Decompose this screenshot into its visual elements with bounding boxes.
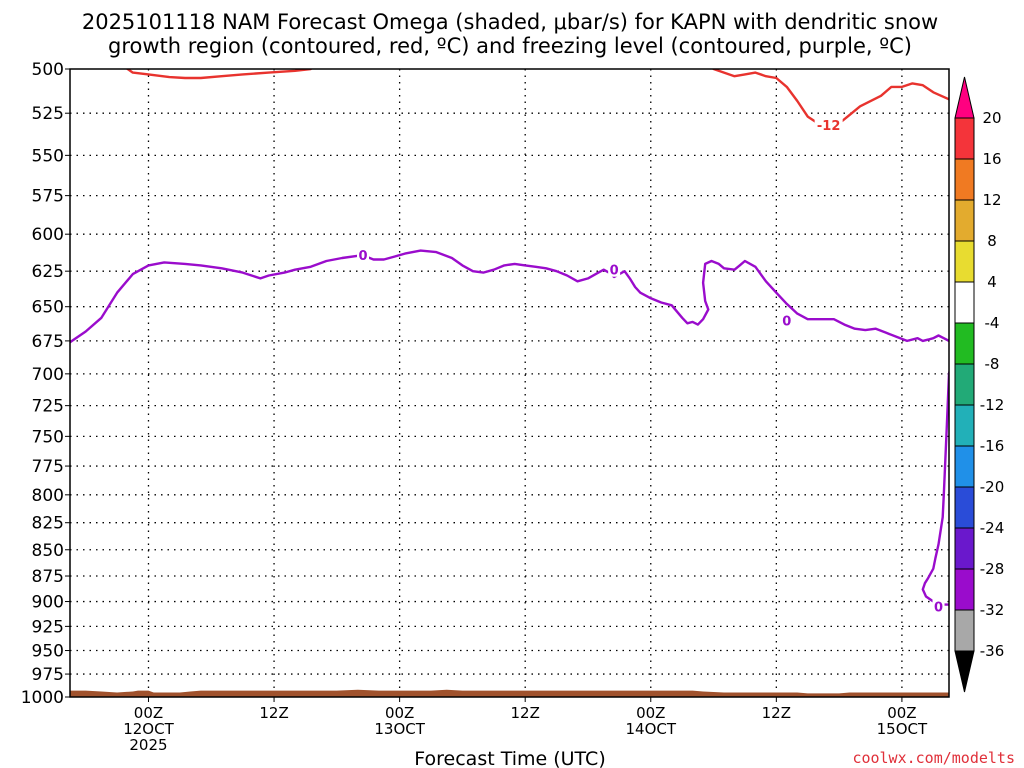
colorbar-bottom-triangle <box>954 650 975 693</box>
colorbar-tick-label: -36 <box>980 642 1005 660</box>
credit-link[interactable]: coolwx.com/modelts <box>852 749 1015 767</box>
contour-label-bg <box>357 247 369 263</box>
colorbar-tick-label: 16 <box>982 150 1001 168</box>
colorbar-tick-label: -20 <box>980 478 1005 496</box>
y-tick-label: 750 <box>32 427 64 447</box>
colorbar-tick-label: 12 <box>982 191 1001 209</box>
colorbar-swatch <box>954 363 975 406</box>
contour-layer <box>70 69 949 606</box>
y-tick-label: 925 <box>32 617 64 637</box>
colorbar-swatch <box>954 568 975 611</box>
contour-line <box>712 69 949 125</box>
colorbar-swatch <box>954 322 975 365</box>
colorbar-swatch <box>954 158 975 201</box>
contour-label: 0 <box>610 264 619 279</box>
x-tick-label: 13OCT <box>374 720 425 738</box>
contour-label-bg <box>932 598 945 614</box>
y-tick-label: 975 <box>32 665 64 685</box>
y-tick-label: 550 <box>32 146 64 166</box>
x-axis-label: Forecast Time (UTC) <box>414 748 605 768</box>
y-tick-label: 625 <box>32 262 64 282</box>
x-tick-label: 2025 <box>129 736 167 754</box>
colorbar-tick-label: -28 <box>980 560 1005 578</box>
x-tick-label: 00Z <box>887 704 916 722</box>
y-tick-label: 825 <box>32 514 64 534</box>
y-tick-label: 800 <box>32 486 64 506</box>
terrain-fill <box>70 689 949 697</box>
colorbar-swatch <box>954 609 975 652</box>
y-tick-label: 725 <box>32 397 64 417</box>
contour-label: 0 <box>782 315 791 330</box>
y-tick-label: 500 <box>32 60 64 80</box>
y-tick-label: 900 <box>32 593 64 613</box>
chart-title-line-2: growth region (contoured, red, ºC) and f… <box>108 34 912 58</box>
colorbar-tick-label: 4 <box>987 273 997 291</box>
colorbar: 20 16 12 8 4 -4 -8 -12 -16 -20 -24 -28 -32 -36 <box>954 76 1005 693</box>
contour-label-layer: -12 0 0 0 0 <box>357 117 945 616</box>
y-tick-label: 600 <box>32 225 64 245</box>
colorbar-top-triangle <box>954 76 975 119</box>
colorbar-tick-label: 20 <box>982 109 1001 127</box>
x-tick-label: 00Z <box>636 704 665 722</box>
colorbar-swatch <box>954 445 975 488</box>
colorbar-tick-label: -4 <box>985 314 1000 332</box>
colorbar-swatch <box>954 527 975 570</box>
y-tick-label: 1000 <box>21 688 64 708</box>
colorbar-swatch <box>954 240 975 283</box>
colorbar-swatch <box>954 404 975 447</box>
y-tick-label: 525 <box>32 104 64 124</box>
y-tick-label: 700 <box>32 365 64 385</box>
x-tick-label: 12Z <box>762 704 791 722</box>
contour-label-bg <box>780 312 793 328</box>
y-tick-label: 775 <box>32 457 64 477</box>
y-tick-label: 850 <box>32 541 64 561</box>
chart-title-line-1: 2025101118 NAM Forecast Omega (shaded, μ… <box>82 10 938 34</box>
colorbar-tick-label: -32 <box>980 601 1005 619</box>
y-tick-label: 575 <box>32 187 64 207</box>
contour-label: 0 <box>358 249 367 264</box>
colorbar-swatch <box>954 117 975 160</box>
colorbar-swatch <box>954 281 975 324</box>
colorbar-tick-label: -16 <box>980 437 1005 455</box>
contour-line <box>126 69 312 80</box>
plot-frame <box>69 68 950 698</box>
x-tick-label: 00Z <box>385 704 414 722</box>
y-tick-label: 950 <box>32 642 64 662</box>
colorbar-tick-label: 8 <box>987 232 997 250</box>
contour-label-bg <box>608 261 621 277</box>
x-tick-label: 12Z <box>511 704 540 722</box>
grid-lines <box>70 69 949 697</box>
contour-label: 0 <box>934 601 943 616</box>
x-tick-label: 00Z <box>134 704 163 722</box>
colorbar-tick-label: -24 <box>980 519 1005 537</box>
y-axis: 500 525 550 575 600 625 650 675 700 725 750 775 800 8… <box>21 60 70 708</box>
y-tick-label: 675 <box>32 332 64 352</box>
colorbar-tick-label: -8 <box>985 355 1000 373</box>
colorbar-swatch <box>954 486 975 529</box>
x-tick-label: 15OCT <box>877 720 928 738</box>
x-tick-label: 14OCT <box>626 720 677 738</box>
colorbar-tick-label: -12 <box>980 396 1005 414</box>
terrain-layer <box>70 689 949 697</box>
x-tick-label: 12Z <box>259 704 288 722</box>
colorbar-swatch <box>954 199 975 242</box>
x-tick-label: 12OCT <box>123 720 174 738</box>
y-tick-label: 875 <box>32 567 64 587</box>
y-tick-label: 650 <box>32 298 64 318</box>
contour-label: -12 <box>817 119 841 134</box>
contour-line <box>70 249 949 606</box>
contour-label-bg <box>814 117 843 133</box>
